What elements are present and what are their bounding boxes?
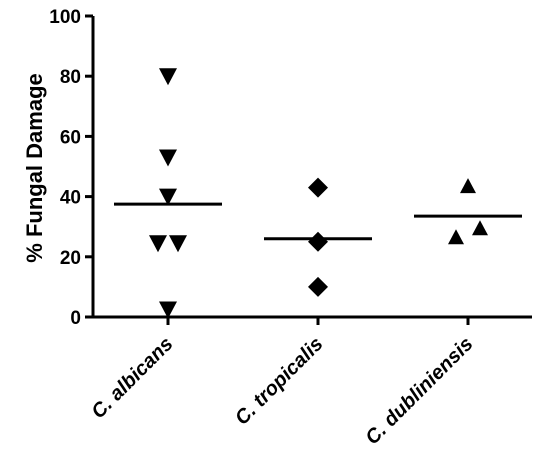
x-axis: C. albicans C. tropicalis C. dubliniensis	[87, 315, 532, 449]
data-point-triangle-up	[472, 220, 488, 236]
data-point-triangle-down	[159, 68, 177, 86]
y-axis: 0 20 40 60 80 100	[49, 7, 95, 329]
data-point-triangle-down	[149, 235, 167, 253]
data-point-diamond	[308, 177, 328, 198]
y-tick-label: 40	[60, 188, 81, 209]
x-tick-label: C. tropicalis	[231, 333, 328, 430]
x-tick-label: C. albicans	[87, 333, 177, 423]
data-points	[149, 68, 488, 319]
data-point-triangle-down	[159, 149, 177, 167]
y-tick-label: 80	[60, 67, 81, 88]
data-point-triangle-up	[448, 229, 464, 245]
data-point-diamond	[308, 231, 328, 252]
x-tick-label: C. dubliniensis	[361, 333, 477, 449]
y-tick-label: 60	[60, 127, 81, 148]
y-tick-label: 100	[49, 7, 81, 28]
data-point-triangle-up	[460, 178, 476, 194]
data-point-diamond	[308, 276, 328, 297]
data-point-triangle-down	[159, 301, 177, 319]
y-axis-label: % Fungal Damage	[22, 73, 47, 262]
data-point-triangle-down	[169, 235, 187, 253]
y-tick-label: 0	[70, 308, 81, 329]
data-point-triangle-down	[159, 188, 177, 206]
y-tick-label: 20	[60, 248, 81, 269]
